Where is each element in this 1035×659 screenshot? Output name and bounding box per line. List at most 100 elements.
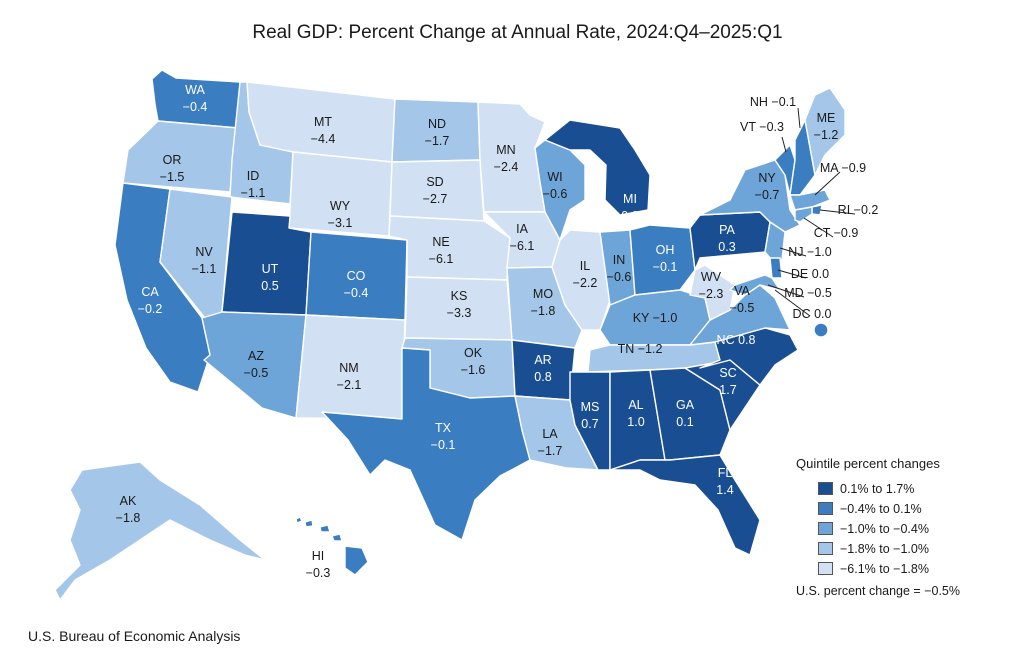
legend-label: −1.8% to −1.0% <box>840 541 929 556</box>
leader-line-ct <box>803 217 834 238</box>
state-value-wy: −3.1 <box>328 216 353 230</box>
state-label-ri: RI −0.2 <box>838 203 879 217</box>
state-value-ga: 0.1 <box>676 415 693 429</box>
legend-label: 0.1% to 1.7% <box>840 481 915 496</box>
state-abbr-az: AZ <box>248 349 264 363</box>
state-label-tn: TN −1.2 <box>618 342 663 356</box>
state-value-mn: −2.4 <box>494 160 519 174</box>
state-label-ct: CT −0.9 <box>814 226 859 240</box>
state-abbr-ar: AR <box>534 353 551 367</box>
leader-line-nj <box>779 247 807 257</box>
state-value-mt: −4.4 <box>311 132 336 146</box>
leader-line-vt <box>781 136 787 153</box>
state-abbr-ne: NE <box>432 235 449 249</box>
state-value-co: −0.4 <box>344 286 369 300</box>
state-value-ar: 0.8 <box>534 370 551 384</box>
state-nc <box>699 327 799 386</box>
state-abbr-pa: PA <box>719 223 735 237</box>
state-label-dc: DC 0.0 <box>793 307 832 321</box>
state-label-ma: MA −0.9 <box>820 161 866 175</box>
legend-swatch <box>818 562 833 575</box>
state-label-vt: VT −0.3 <box>740 120 784 134</box>
state-ny <box>699 159 801 233</box>
state-abbr-il: IL <box>580 259 590 273</box>
state-abbr-hi: HI <box>312 549 325 563</box>
legend-item: −0.4% to 0.1% <box>796 499 1016 518</box>
state-value-ne: −6.1 <box>429 252 454 266</box>
state-abbr-or: OR <box>163 153 182 167</box>
state-abbr-wi: WI <box>547 170 562 184</box>
state-abbr-sd: SD <box>426 175 443 189</box>
state-value-pa: 0.3 <box>718 240 735 254</box>
state-value-wa: −0.4 <box>183 100 208 114</box>
state-abbr-nm: NM <box>339 361 358 375</box>
state-tx <box>321 347 531 541</box>
state-shapes <box>54 69 846 601</box>
state-hi <box>295 516 369 576</box>
legend-title: Quintile percent changes <box>796 456 940 471</box>
state-value-nm: −2.1 <box>337 378 362 392</box>
state-abbr-ny: NY <box>758 171 776 185</box>
state-wa <box>151 69 241 129</box>
state-value-ny: −0.7 <box>755 188 780 202</box>
state-value-nd: −1.7 <box>425 134 450 148</box>
state-ak <box>54 461 266 601</box>
leader-line-nh <box>797 107 801 129</box>
legend-label: −0.4% to 0.1% <box>840 501 922 516</box>
state-value-sc: 1.7 <box>719 383 736 397</box>
state-value-tx: −0.1 <box>431 438 456 452</box>
state-abbr-mi: MI <box>623 192 637 206</box>
state-abbr-ks: KS <box>451 289 468 303</box>
state-abbr-la: LA <box>542 427 558 441</box>
state-value-in: −0.6 <box>607 270 632 284</box>
state-value-sd: −2.7 <box>423 192 448 206</box>
state-value-or: −1.5 <box>160 170 185 184</box>
state-abbr-al: AL <box>628 398 643 412</box>
source-credit: U.S. Bureau of Economic Analysis <box>28 628 241 644</box>
state-abbr-ga: GA <box>676 398 695 412</box>
state-value-la: −1.7 <box>538 444 563 458</box>
state-abbr-id: ID <box>247 169 260 183</box>
state-abbr-mn: MN <box>496 143 515 157</box>
state-dc <box>813 322 829 338</box>
state-abbr-mt: MT <box>314 115 332 129</box>
legend-swatch <box>818 482 833 495</box>
state-value-ut: 0.5 <box>261 279 278 293</box>
state-abbr-me: ME <box>817 111 836 125</box>
state-abbr-ms: MS <box>581 400 600 414</box>
legend-swatch <box>818 522 833 535</box>
leader-line-ri <box>819 209 856 215</box>
state-value-wv: −2.3 <box>699 287 724 301</box>
state-value-az: −0.5 <box>244 366 269 380</box>
state-labels: WA −0.4 OR −1.5 CA −0.2 ID −1.1 NV −1.1 MT −4.4 WY −3… <box>116 83 879 580</box>
state-abbr-wv: WV <box>701 270 722 284</box>
state-value-oh: −0.1 <box>653 260 678 274</box>
state-value-ok: −1.6 <box>461 363 486 377</box>
state-value-ms: 0.7 <box>581 417 598 431</box>
state-abbr-nv: NV <box>195 245 213 259</box>
state-value-me: −1.2 <box>814 128 839 142</box>
legend-swatch <box>818 542 833 555</box>
state-value-id: −1.1 <box>241 186 266 200</box>
leader-line-md <box>767 284 805 298</box>
state-value-ak: −1.8 <box>116 511 141 525</box>
legend-label: −1.0% to −0.4% <box>840 521 929 536</box>
state-value-il: −2.2 <box>573 276 598 290</box>
state-label-md: MD −0.5 <box>784 286 832 300</box>
state-abbr-co: CO <box>347 269 366 283</box>
state-label-nj: NJ −1.0 <box>788 245 831 259</box>
state-abbr-ca: CA <box>141 285 159 299</box>
legend-item: −6.1% to −1.8% <box>796 559 1016 578</box>
state-value-ks: −3.3 <box>447 306 472 320</box>
legend-label: −6.1% to −1.8% <box>840 561 929 576</box>
legend-swatch <box>818 502 833 515</box>
leader-line-de <box>777 269 807 279</box>
map-legend: Quintile percent changes 0.1% to 1.7% −0… <box>796 456 1016 598</box>
state-fl <box>609 454 761 556</box>
state-label-nc: NC 0.8 <box>717 333 756 347</box>
state-value-al: 1.0 <box>627 415 644 429</box>
state-label-nh: NH −0.1 <box>750 95 796 109</box>
state-ct <box>794 206 813 223</box>
state-value-nv: −1.1 <box>192 262 217 276</box>
